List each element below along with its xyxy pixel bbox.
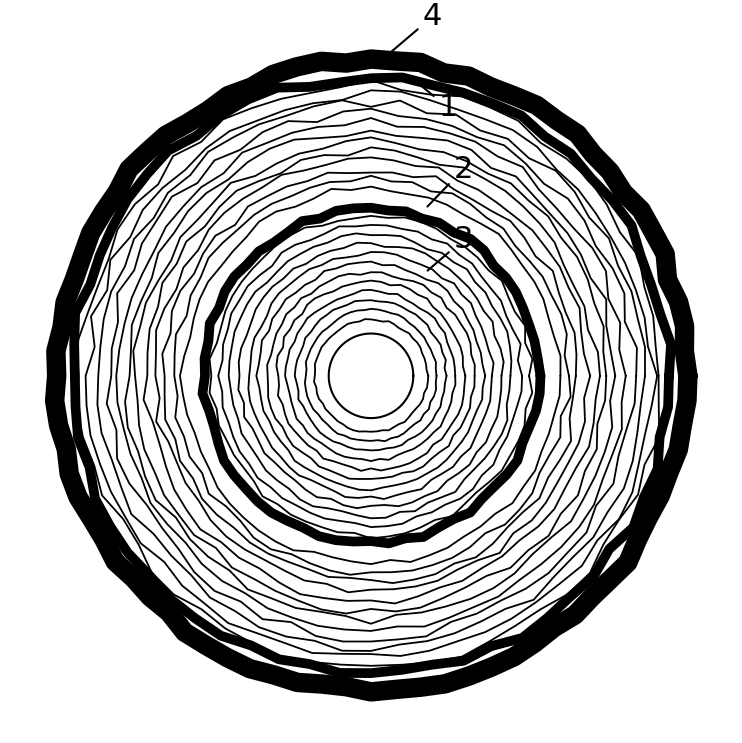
Text: 3: 3 bbox=[427, 225, 473, 270]
Text: 4: 4 bbox=[383, 2, 442, 59]
Polygon shape bbox=[329, 334, 413, 418]
Text: 1: 1 bbox=[413, 79, 458, 123]
Text: 2: 2 bbox=[427, 155, 473, 207]
